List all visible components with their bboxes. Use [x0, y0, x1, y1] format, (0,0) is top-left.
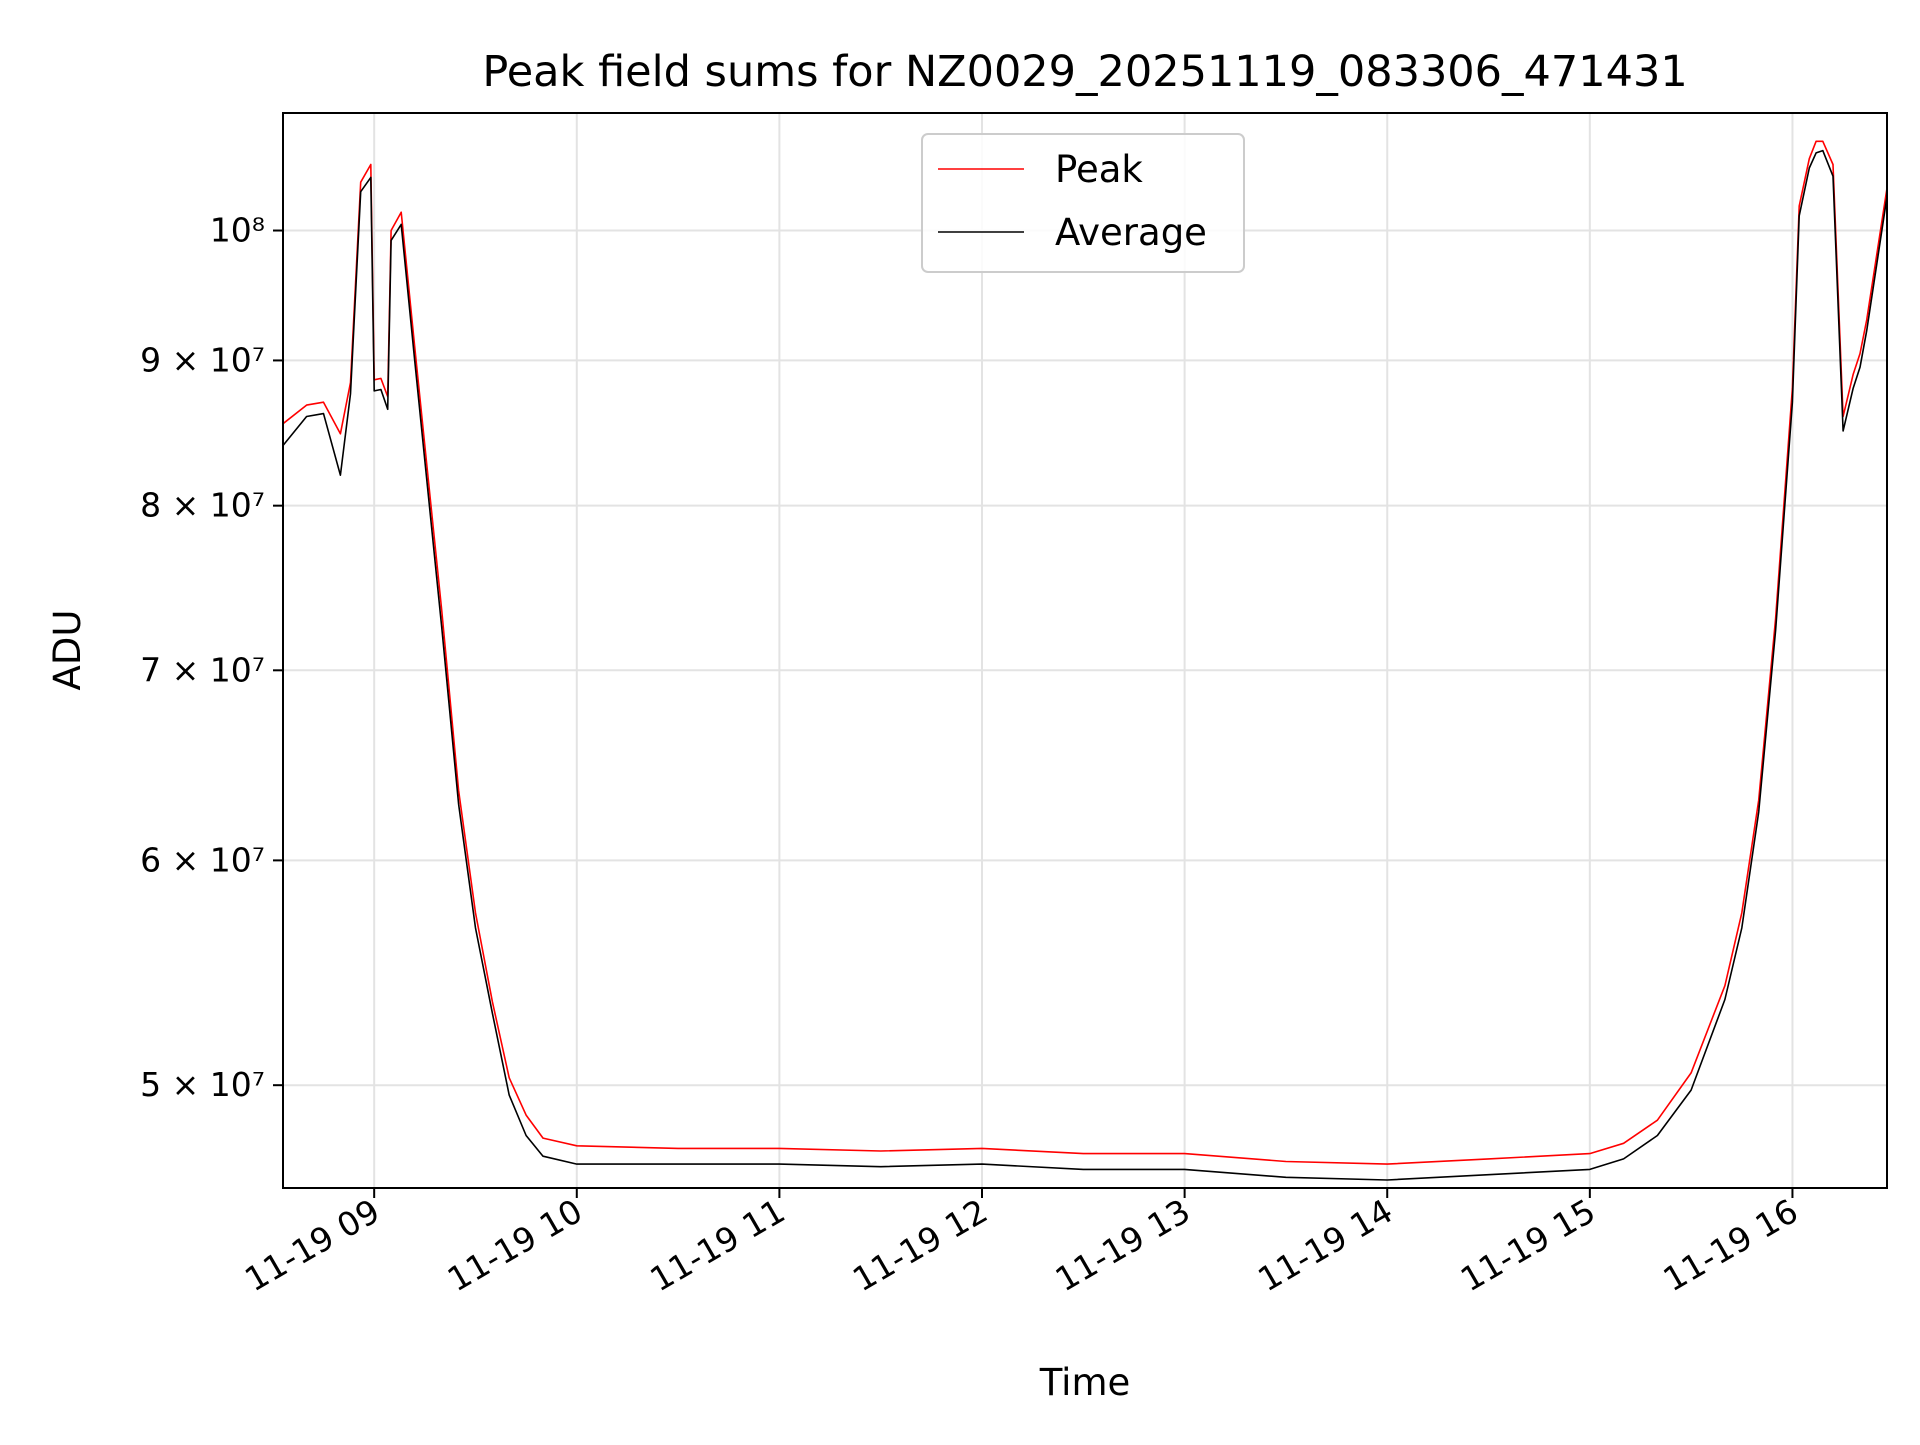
y-tick-label: 8 × 10⁷ [140, 486, 265, 525]
y-axis-ticks: 5 × 10⁷ 6 × 10⁷ 7 × 10⁷ 8 × 10⁷ 9 × 10⁷ 10⁸ [140, 211, 283, 1104]
series-lines [283, 140, 1887, 1181]
series-line-average [283, 149, 1887, 1181]
y-tick-label: 7 × 10⁷ [140, 650, 265, 689]
legend-label-average: Average [1055, 211, 1207, 254]
y-tick-label: 10⁸ [210, 211, 265, 250]
legend: Peak Average [921, 133, 1245, 273]
y-tick-label: 9 × 10⁷ [140, 340, 265, 379]
y-tick-label: 5 × 10⁷ [140, 1065, 265, 1104]
plot-frame [282, 112, 1888, 1189]
y-axis-label: ADU [46, 610, 89, 691]
chart-title: Peak field sums for NZ0029_20251119_0833… [482, 47, 1687, 97]
y-tick-label: 6 × 10⁷ [140, 840, 265, 879]
legend-label-peak: Peak [1055, 148, 1143, 191]
series-line-peak [283, 140, 1887, 1165]
x-axis-label: Time [1039, 1361, 1131, 1404]
